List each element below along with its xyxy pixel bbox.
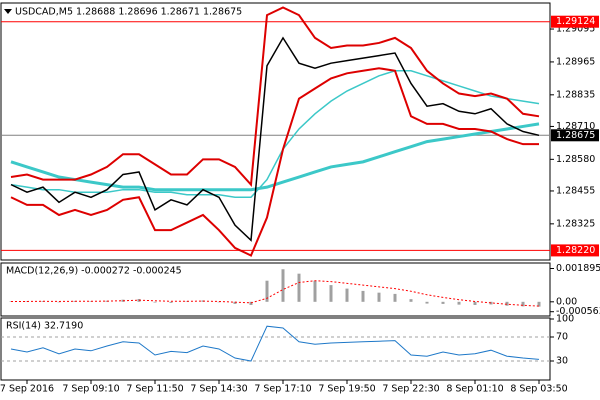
macd-bar xyxy=(489,301,493,305)
x-tick-label: 7 Sep 14:30 xyxy=(190,384,247,395)
series-line xyxy=(10,67,539,257)
y-tick-label: 1.28965 xyxy=(556,56,595,67)
panel-title: MACD(12,26,9) -0.000272 -0.000245 xyxy=(6,266,182,277)
macd-bar xyxy=(521,301,525,307)
level-label: 1.29124 xyxy=(556,16,595,27)
macd-bar xyxy=(537,301,541,307)
panel-arrow xyxy=(4,9,12,14)
level-box xyxy=(551,15,599,28)
y-tick-label: 30 xyxy=(556,356,568,367)
price-panel xyxy=(0,2,551,261)
series-line xyxy=(11,280,540,307)
y-tick-label: 1.28580 xyxy=(556,154,595,165)
series-line xyxy=(10,325,540,362)
macd-bar xyxy=(169,301,173,303)
x-tick-label: 7 Sep 17:10 xyxy=(254,384,311,395)
x-tick-label: 7 Sep 09:10 xyxy=(62,384,119,395)
x-tick-label: 7 Sep 11:50 xyxy=(126,384,183,395)
y-tick-label: 1.28325 xyxy=(556,218,595,229)
macd-bar xyxy=(425,301,429,304)
level-label: 1.28675 xyxy=(556,130,595,141)
y-tick-label: 100 xyxy=(556,314,574,325)
macd-bar xyxy=(409,299,413,302)
x-tick-label: 7 Sep 22:30 xyxy=(382,384,439,395)
macd-bar xyxy=(233,301,237,304)
macd-bar xyxy=(393,293,397,302)
macd-bar xyxy=(329,285,333,302)
series-line xyxy=(10,6,540,187)
macd-bar xyxy=(361,290,365,302)
level-label: 1.28220 xyxy=(556,245,595,256)
macd-bar xyxy=(313,280,317,302)
macd-bar xyxy=(153,301,157,303)
y-tick-label: 1.28835 xyxy=(556,89,595,100)
macd-bar xyxy=(377,292,381,302)
series-line xyxy=(10,36,540,242)
series-line xyxy=(10,70,540,199)
macd-bar xyxy=(25,301,29,302)
macd-bar xyxy=(297,273,301,302)
macd-bar xyxy=(281,269,285,302)
macd-bar xyxy=(217,301,221,303)
macd-bar xyxy=(249,301,253,305)
panel-title: RSI(14) 32.7190 xyxy=(6,321,83,332)
x-tick-label: 8 Sep 03:50 xyxy=(510,384,567,395)
y-tick-label: 0.001895 xyxy=(556,263,600,274)
panel-title: USDCAD,M5 1.28688 1.28696 1.28671 1.2867… xyxy=(15,7,242,18)
macd-panel xyxy=(0,262,551,317)
level-box xyxy=(551,244,599,257)
y-tick-label: 1.28710 xyxy=(556,121,595,132)
y-tick-label: -0.000563 xyxy=(556,306,600,317)
macd-bar xyxy=(345,288,349,302)
macd-bar xyxy=(457,301,461,305)
macd-bar xyxy=(473,301,477,305)
y-tick-label: 1.28455 xyxy=(556,185,595,196)
macd-bar xyxy=(57,301,61,303)
y-tick-label: 0.00 xyxy=(556,296,577,307)
level-box xyxy=(551,129,599,142)
x-tick-label: 7 Sep 2016 xyxy=(0,384,54,395)
y-tick-label: 1.29095 xyxy=(556,24,595,35)
rsi-panel xyxy=(0,317,551,381)
x-tick-label: 7 Sep 19:50 xyxy=(318,384,375,395)
y-tick-label: 70 xyxy=(556,332,568,343)
macd-bar xyxy=(265,280,269,302)
macd-bar xyxy=(505,301,509,306)
macd-bar xyxy=(441,301,445,304)
x-tick-label: 8 Sep 01:10 xyxy=(446,384,503,395)
